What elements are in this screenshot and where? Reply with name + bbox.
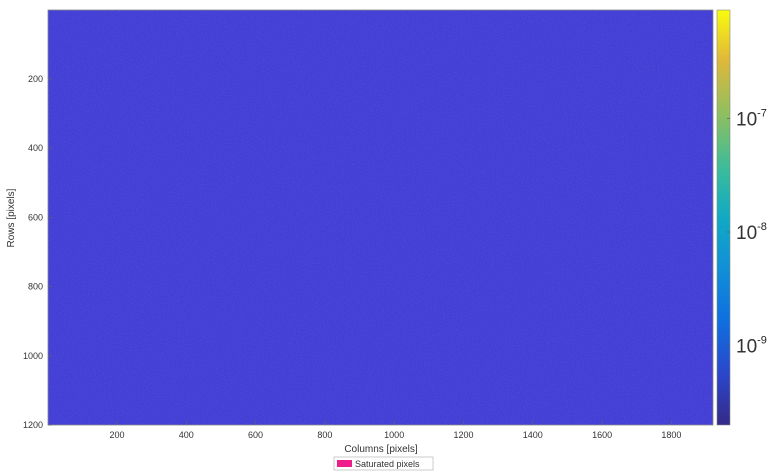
colorbar: 10-7 10-8 10-9 (716, 9, 767, 426)
x-tick-label: 800 (317, 430, 332, 440)
x-tick-label: 1000 (384, 430, 404, 440)
y-tick-label: 800 (28, 282, 43, 292)
heatmap-plot-area (47, 9, 714, 426)
x-tick-label: 1600 (592, 430, 612, 440)
y-tick-label: 1000 (23, 351, 43, 361)
legend-label-saturated: Saturated pixels (355, 459, 420, 469)
heatmap-noise-texture (48, 10, 713, 425)
legend-swatch-saturated (337, 460, 352, 467)
x-axis-label: Columns [pixels] (344, 444, 418, 455)
y-axis-ticks: 200 400 600 800 1000 1200 (23, 74, 52, 430)
y-tick-label: 600 (28, 212, 43, 222)
y-axis-label: Rows [pixels] (6, 188, 17, 247)
x-axis-ticks: 200 400 600 800 1000 1200 1400 1600 1800 (109, 421, 681, 440)
y-tick-label: 200 (28, 74, 43, 84)
legend: Saturated pixels (333, 456, 434, 471)
colorbar-tick-label: 10-7 (736, 107, 767, 130)
x-tick-label: 1400 (523, 430, 543, 440)
colorbar-tick-label: 10-9 (736, 335, 767, 358)
x-tick-label: 600 (248, 430, 263, 440)
x-tick-label: 1800 (661, 430, 681, 440)
y-tick-label: 1200 (23, 420, 43, 430)
x-tick-label: 1200 (453, 430, 473, 440)
y-tick-label: 400 (28, 143, 43, 153)
colorbar-gradient (716, 9, 731, 426)
colorbar-tick-label: 10-8 (736, 221, 767, 244)
legend-box (333, 456, 434, 471)
colorbar-ticks: 10-7 10-8 10-9 (727, 107, 767, 358)
x-tick-label: 200 (109, 430, 124, 440)
x-tick-label: 400 (179, 430, 194, 440)
